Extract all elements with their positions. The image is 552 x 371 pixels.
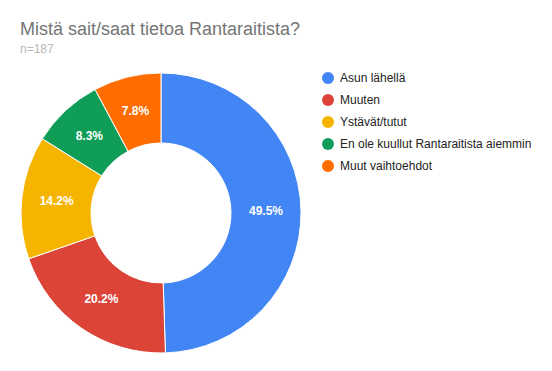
data-label: 14.2% [40,194,74,208]
slice [161,73,301,353]
data-label: 20.2% [84,292,118,306]
slice [29,236,166,353]
legend-swatch [322,160,334,172]
legend-swatch [322,94,334,106]
legend-label: Asun lähellä [340,71,406,85]
slice [95,73,161,151]
data-label: 49.5% [249,204,283,218]
legend-swatch [322,116,334,128]
legend-swatch [322,72,334,84]
title: Mistä sait/saat tietoa Rantaraitista? [20,19,300,39]
legend-label: Muuten [340,93,380,107]
chart: Mistä sait/saat tietoa Rantaraitista? n=1… [0,0,552,371]
data-label: 8.3% [76,129,104,143]
legend-swatch [322,138,334,150]
subtitle: n=187 [20,42,54,56]
data-label: 7.8% [122,104,150,118]
legend-label: Ystävät/tutut [340,115,407,129]
legend-label: Muut vaihtoehdot [340,159,433,173]
legend-label: En ole kuullut Rantaraitista aiemmin [340,137,531,151]
